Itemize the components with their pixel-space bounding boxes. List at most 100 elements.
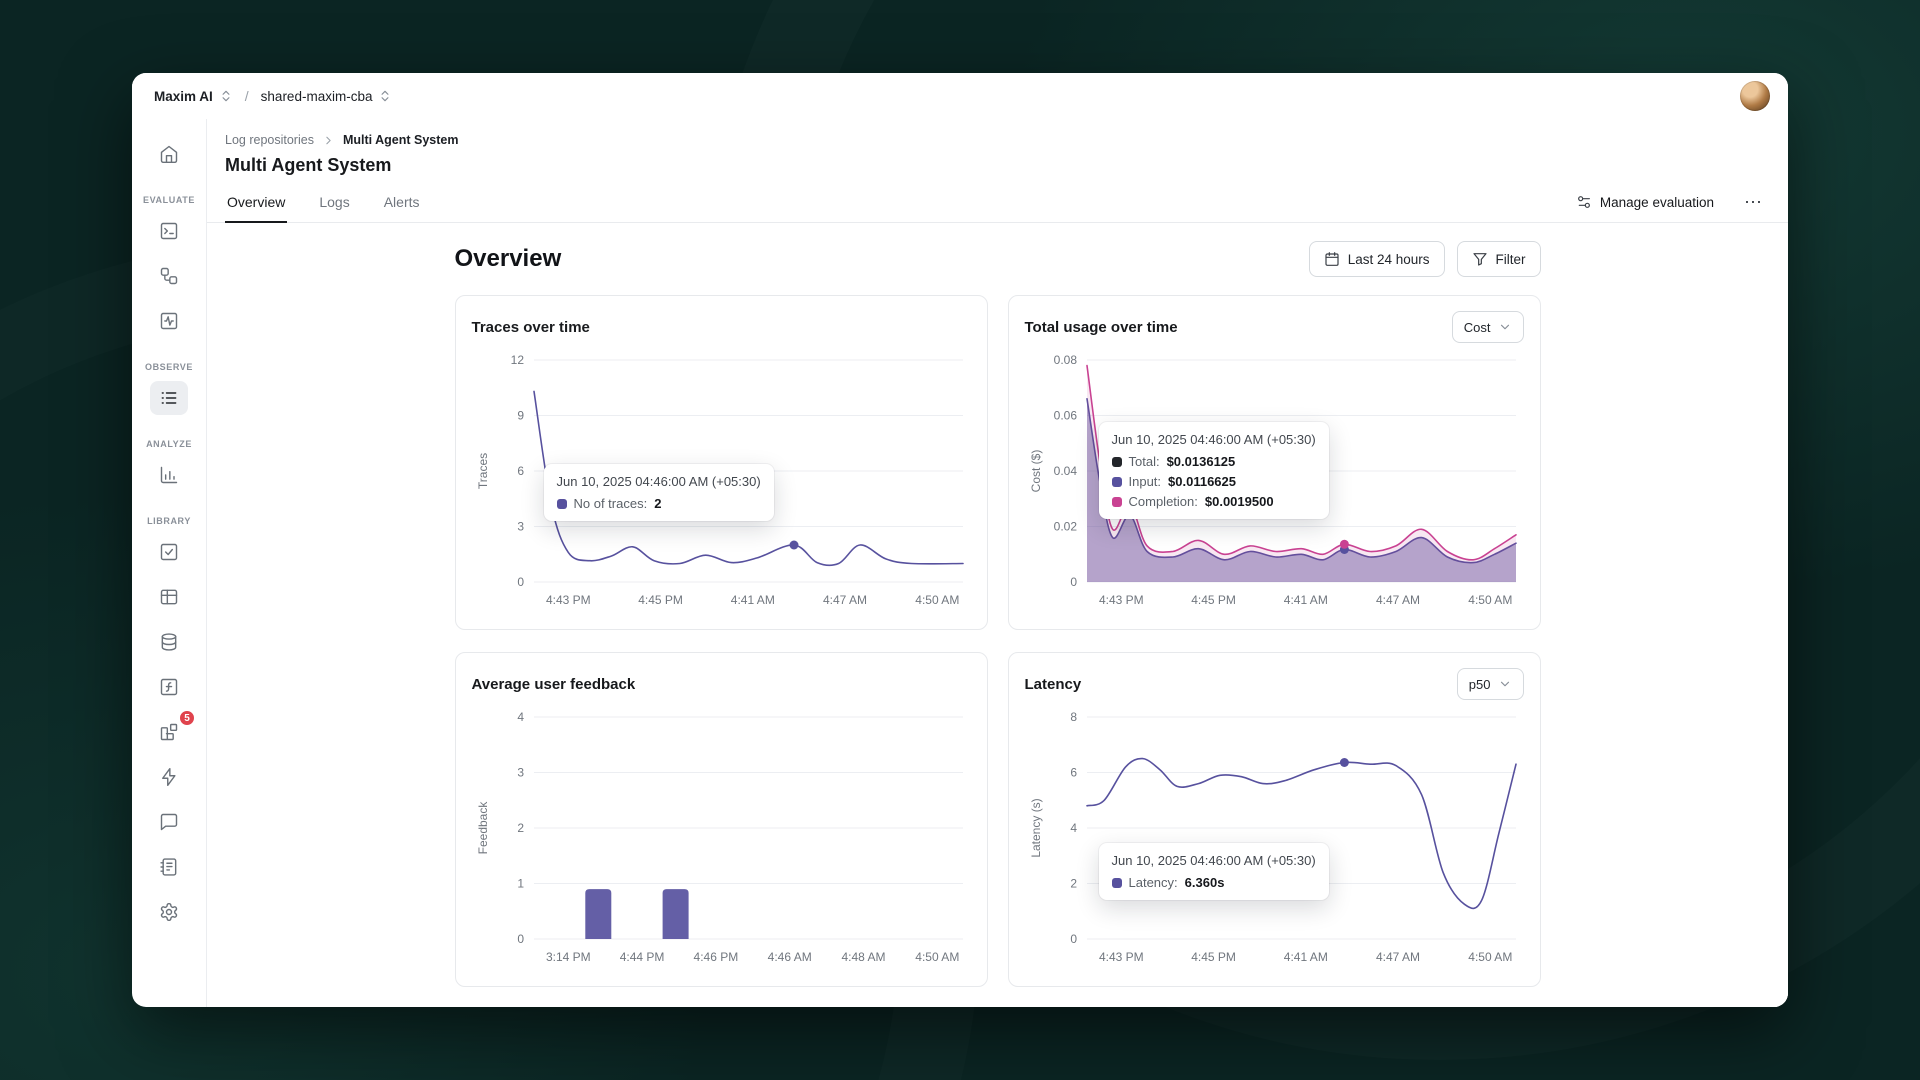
sidebar-item-functions[interactable] xyxy=(150,670,188,704)
filter-button[interactable]: Filter xyxy=(1456,241,1541,277)
svg-text:Latency (s): Latency (s) xyxy=(1029,798,1043,857)
square-function-icon xyxy=(160,678,178,696)
sidebar-item-docs[interactable] xyxy=(150,850,188,884)
card-header: Latency p50 xyxy=(1025,667,1524,701)
main-area: Log repositories Multi Agent System Mult… xyxy=(207,119,1788,1007)
bar-chart-icon xyxy=(160,466,178,484)
topbar: Maxim AI / shared-maxim-cba xyxy=(132,73,1788,119)
series-swatch xyxy=(1111,877,1122,888)
message-square-icon xyxy=(160,813,178,831)
svg-text:4:43 PM: 4:43 PM xyxy=(1098,593,1143,607)
app-window: Maxim AI / shared-maxim-cba EVALUATE xyxy=(132,73,1788,1007)
card-total-usage: Total usage over time Cost 0 0.02 0.04 0.06… xyxy=(1007,295,1541,630)
tab-alerts[interactable]: Alerts xyxy=(382,182,422,223)
app-body: EVALUATE OBSERVE ANALYZE LIB xyxy=(132,119,1788,1007)
tooltip-title: Jun 10, 2025 04:46:00 AM (+05:30) xyxy=(1111,853,1316,868)
sidebar-item-evaluations[interactable] xyxy=(150,304,188,338)
page-title: Multi Agent System xyxy=(225,155,392,175)
tooltip-label: Input: xyxy=(1128,474,1162,489)
tooltip-value: 2 xyxy=(654,496,662,511)
database-icon xyxy=(161,633,177,651)
latency-percentile-select[interactable]: p50 xyxy=(1456,668,1524,700)
series-swatch xyxy=(1111,496,1122,507)
sidebar-item-datasets[interactable] xyxy=(150,580,188,614)
workflow-icon xyxy=(160,267,178,285)
series-swatch xyxy=(1111,476,1122,487)
card-traces-over-time: Traces over time 0 3 6 9 12 4:43 PM 4:45 PM 4:4… xyxy=(454,295,988,630)
funnel-icon xyxy=(1472,253,1487,266)
content-column: Overview Last 24 hours Filter xyxy=(454,223,1541,987)
sidebar-item-analytics[interactable] xyxy=(150,458,188,492)
time-range-button[interactable]: Last 24 hours xyxy=(1308,241,1445,277)
user-avatar[interactable] xyxy=(1740,81,1770,111)
svg-text:4: 4 xyxy=(517,710,524,724)
sidebar-section-analyze: ANALYZE xyxy=(146,439,192,449)
overview-heading: Overview xyxy=(454,245,562,272)
card-average-user-feedback: Average user feedback 0 1 2 3 4 3:14 PM 4:44 P… xyxy=(454,652,988,987)
sidebar-item-integrations[interactable]: 5 xyxy=(150,710,195,749)
tooltip-title: Jun 10, 2025 04:46:00 AM (+05:30) xyxy=(556,474,761,489)
tooltip-label: Total: xyxy=(1128,454,1160,469)
notification-badge: 5 xyxy=(179,710,195,726)
svg-text:Feedback: Feedback xyxy=(476,801,490,855)
svg-text:4:50 AM: 4:50 AM xyxy=(1468,950,1512,964)
workspace-switcher[interactable]: shared-maxim-cba xyxy=(257,85,397,108)
breadcrumb-parent[interactable]: Log repositories xyxy=(225,133,314,147)
manage-evaluation-label: Manage evaluation xyxy=(1599,194,1714,210)
svg-text:4:47 AM: 4:47 AM xyxy=(1375,593,1419,607)
svg-text:0: 0 xyxy=(517,932,524,946)
sidebar-item-workflows[interactable] xyxy=(150,259,188,293)
sidebar-item-home[interactable] xyxy=(150,137,188,171)
sidebar-item-test-cases[interactable] xyxy=(150,535,188,569)
svg-text:0: 0 xyxy=(1070,575,1077,589)
sidebar-item-prompts[interactable] xyxy=(150,214,188,248)
svg-text:4:45 PM: 4:45 PM xyxy=(1191,593,1236,607)
usage-metric-select[interactable]: Cost xyxy=(1451,311,1524,343)
svg-text:3: 3 xyxy=(517,766,524,780)
sidebar-item-logs[interactable] xyxy=(150,381,188,415)
sidebar-item-triggers[interactable] xyxy=(150,760,188,794)
svg-text:3:14 PM: 3:14 PM xyxy=(545,950,590,964)
time-range-label: Last 24 hours xyxy=(1347,251,1430,267)
svg-text:6: 6 xyxy=(1070,766,1077,780)
blocks-icon xyxy=(160,723,178,741)
home-icon xyxy=(160,145,178,164)
sidebar-item-feedback[interactable] xyxy=(150,805,188,839)
sidebar-section-observe: OBSERVE xyxy=(144,362,194,372)
feedback-chart[interactable]: 0 1 2 3 4 3:14 PM 4:44 PM 4:46 PM 4:46 AM 4:48 AM… xyxy=(472,705,973,973)
latency-chart-tooltip: Jun 10, 2025 04:46:00 AM (+05:30) Latenc… xyxy=(1098,843,1329,900)
svg-text:4:47 AM: 4:47 AM xyxy=(822,593,866,607)
breadcrumb: Log repositories Multi Agent System xyxy=(207,119,1788,147)
sidebar-item-settings[interactable] xyxy=(150,895,188,929)
svg-text:Cost ($): Cost ($) xyxy=(1029,450,1043,493)
tab-overview[interactable]: Overview xyxy=(225,182,288,223)
card-header: Traces over time xyxy=(472,310,971,344)
content-scroll[interactable]: Overview Last 24 hours Filter xyxy=(207,223,1788,1007)
svg-text:4:45 PM: 4:45 PM xyxy=(638,593,683,607)
tooltip-value: $0.0116625 xyxy=(1168,474,1236,489)
org-name: Maxim AI xyxy=(154,88,213,104)
latency-percentile-value: p50 xyxy=(1468,676,1491,692)
tab-logs[interactable]: Logs xyxy=(317,182,351,223)
tooltip-label: Latency: xyxy=(1128,875,1178,890)
svg-text:4:44 PM: 4:44 PM xyxy=(619,950,664,964)
usage-metric-value: Cost xyxy=(1463,319,1491,335)
svg-text:4:50 AM: 4:50 AM xyxy=(915,950,959,964)
series-swatch xyxy=(556,498,567,509)
more-options-button[interactable]: ⋯ xyxy=(1738,189,1768,215)
tooltip-value: 6.360s xyxy=(1184,875,1225,890)
workspace-name: shared-maxim-cba xyxy=(260,88,373,104)
traces-chart-tooltip: Jun 10, 2025 04:46:00 AM (+05:30) No of … xyxy=(543,464,774,521)
sidebar-section-library: LIBRARY xyxy=(147,516,191,526)
usage-chart[interactable]: 0 0.02 0.04 0.06 0.08 4:43 PM 4:45 PM 4:41 AM 4:… xyxy=(1025,348,1526,616)
usage-chart-tooltip: Jun 10, 2025 04:46:00 AM (+05:30) Total:… xyxy=(1098,422,1329,519)
card-header: Average user feedback xyxy=(472,667,971,701)
svg-text:2: 2 xyxy=(1070,877,1077,891)
org-switcher[interactable]: Maxim AI xyxy=(150,85,237,108)
latency-chart[interactable]: 0 2 4 6 8 4:43 PM 4:45 PM 4:41 AM 4:47 AM 4:50 AM… xyxy=(1025,705,1526,973)
svg-text:4:41 AM: 4:41 AM xyxy=(730,593,774,607)
manage-evaluation-button[interactable]: Manage evaluation xyxy=(1570,193,1720,211)
card-title: Total usage over time xyxy=(1024,318,1178,336)
sidebar-item-context-sources[interactable] xyxy=(150,625,188,659)
tooltip-value: $0.0019500 xyxy=(1204,494,1274,509)
